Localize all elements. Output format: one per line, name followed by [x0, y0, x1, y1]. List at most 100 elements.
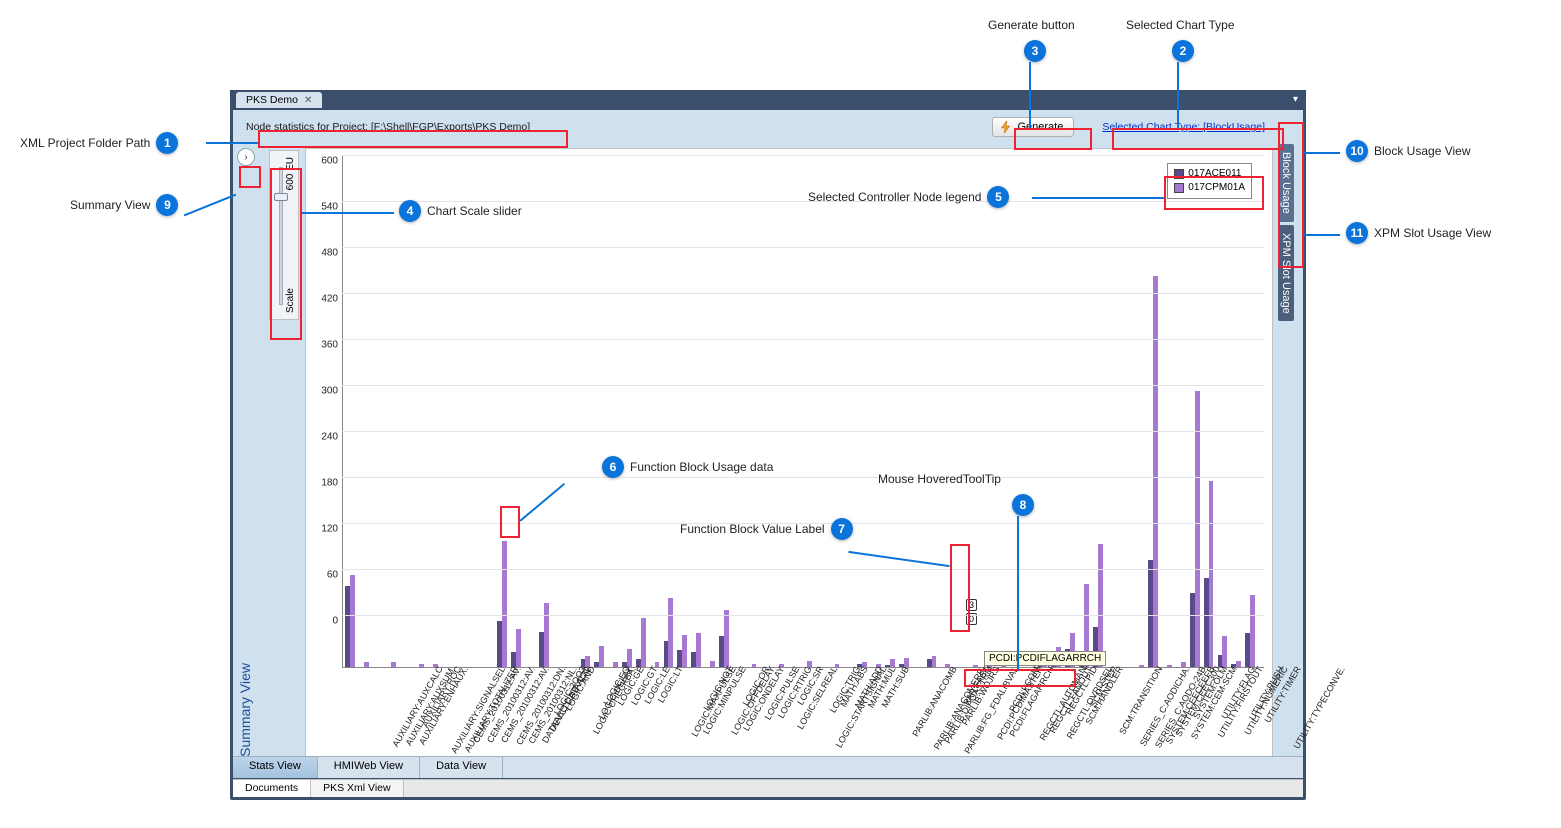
callout-8: Mouse HoveredToolTip [878, 472, 1001, 486]
bar-series-2[interactable] [641, 618, 646, 667]
grid-line [342, 155, 1264, 156]
y-tick: 120 [321, 524, 338, 535]
expand-summary-button[interactable]: › [237, 148, 255, 166]
grid-line [342, 615, 1264, 616]
bar-series-2[interactable] [682, 635, 687, 667]
bar-series-2[interactable] [544, 603, 549, 667]
bar-series-2[interactable] [724, 610, 729, 668]
grid-line [342, 477, 1264, 478]
legend-label-1: 017ACE011 [1188, 167, 1241, 181]
y-tick: 240 [321, 432, 338, 443]
generate-button-label: Generate [1017, 121, 1063, 133]
scale-slider-box: 600 EU Scale [269, 150, 299, 320]
callout-7: Function Block Value Label7 [680, 518, 859, 540]
bar-series-2[interactable] [668, 598, 673, 667]
y-tick: 600 [321, 156, 338, 167]
hover-tooltip: PCDI:PCDIFLAGARRCH [984, 651, 1106, 666]
bar-series-2[interactable] [364, 662, 369, 667]
tab-pks-xml-view[interactable]: PKS Xml View [311, 780, 404, 797]
x-axis-labels: AUXILIARY:AUXCALCAUXILIARY:AUXSUM.AUXILI… [342, 668, 1264, 768]
footer-tab-strip: Documents PKS Xml View [233, 779, 1303, 797]
callout-2b: 2 [1166, 40, 1200, 62]
chart-plot: 017ACE011 017CPM01A [342, 155, 1264, 668]
callout-6: 6Function Block Usage data [596, 456, 773, 478]
leader-10 [1304, 152, 1340, 154]
grid-line [342, 247, 1264, 248]
callout-1: XML Project Folder Path1 [20, 132, 184, 154]
bar-series-2[interactable] [419, 664, 424, 667]
bar-series-2[interactable] [350, 575, 355, 667]
document-tab-bar: PKS Demo ✕ ▾ [230, 90, 1306, 110]
grid-line [342, 431, 1264, 432]
legend-swatch-1 [1174, 169, 1184, 179]
bar-series-2[interactable] [599, 646, 604, 667]
leader-9 [184, 194, 237, 217]
leader-11 [1304, 234, 1340, 236]
tab-pks-demo[interactable]: PKS Demo ✕ [236, 92, 322, 108]
y-axis: 0 60 120 180 240 300 360 420 480 540 600 [306, 155, 342, 668]
tab-data-view[interactable]: Data View [420, 757, 503, 778]
y-tick: 480 [321, 248, 338, 259]
bar-series-2[interactable] [932, 656, 937, 667]
grid-line [342, 339, 1264, 340]
y-tick: 420 [321, 294, 338, 305]
close-icon[interactable]: ✕ [304, 95, 312, 106]
leader-8 [1017, 516, 1019, 670]
leader-3 [1029, 62, 1031, 128]
bar-series-2[interactable] [502, 541, 507, 668]
legend-label-2: 017CPM01A [1188, 181, 1245, 195]
view-tab-strip: Stats View HMIWeb View Data View [233, 756, 1303, 778]
legend-row-1: 017ACE011 [1174, 167, 1245, 181]
scale-slider-track[interactable] [279, 167, 283, 305]
bar-series-2[interactable] [696, 633, 701, 667]
bar-series-2[interactable] [1250, 595, 1255, 667]
callout-3: Generate button [988, 18, 1075, 32]
bar-series-2[interactable] [1195, 391, 1200, 667]
callout-8b: 8 [1006, 494, 1040, 516]
bars-container [342, 155, 1264, 668]
summary-view-label: Summary View [233, 655, 257, 765]
bar-series-2[interactable] [1153, 276, 1158, 667]
y-tick: 60 [327, 570, 338, 581]
leader-5 [1032, 197, 1164, 199]
tab-label: PKS Demo [246, 94, 298, 106]
window-menu-icon[interactable]: ▾ [1293, 94, 1298, 105]
tab-documents[interactable]: Documents [233, 780, 311, 797]
y-tick: 300 [321, 386, 338, 397]
tab-stats-view[interactable]: Stats View [233, 757, 318, 778]
bar-series-2[interactable] [1222, 636, 1227, 667]
bar-series-2[interactable] [1167, 665, 1172, 667]
bar-series-2[interactable] [1209, 481, 1214, 667]
callout-5: Selected Controller Node legend5 [808, 186, 1015, 208]
scale-caption: Scale [285, 288, 296, 313]
project-path-label: Node statistics for Project: [F:\Shell\F… [241, 118, 535, 136]
scale-slider-thumb[interactable] [274, 193, 288, 201]
y-tick: 540 [321, 202, 338, 213]
grid-line [342, 293, 1264, 294]
scale-eu-label: 600 EU [285, 157, 296, 190]
chart-legend: 017ACE011 017CPM01A [1167, 163, 1252, 199]
grid-line [342, 385, 1264, 386]
y-tick: 0 [332, 616, 338, 627]
tab-hmiweb-view[interactable]: HMIWeb View [318, 757, 420, 778]
bar-series-2[interactable] [710, 661, 715, 667]
callout-3b: 3 [1018, 40, 1052, 62]
generate-button[interactable]: Generate [992, 117, 1074, 137]
callout-4: 4Chart Scale slider [393, 200, 522, 222]
leader-2 [1177, 62, 1179, 128]
bar-series-2[interactable] [752, 664, 757, 667]
legend-row-2: 017CPM01A [1174, 181, 1245, 195]
bar-series-2[interactable] [1098, 544, 1103, 667]
callout-10: 10Block Usage View [1340, 140, 1471, 162]
header-bar: Node statistics for Project: [F:\Shell\F… [233, 110, 1303, 144]
bar-series-2[interactable] [391, 662, 396, 667]
bar-value-label-1: 3 [966, 599, 977, 611]
chart-type-link[interactable]: Selected Chart Type: [BlockUsage] [1102, 121, 1265, 133]
leader-1 [206, 142, 258, 144]
bar-series-2[interactable] [613, 662, 618, 667]
y-tick: 360 [321, 340, 338, 351]
y-tick: 180 [321, 478, 338, 489]
bar-series-2[interactable] [1236, 661, 1241, 667]
bar-series-2[interactable] [516, 629, 521, 667]
bar-series-2[interactable] [1139, 665, 1144, 667]
